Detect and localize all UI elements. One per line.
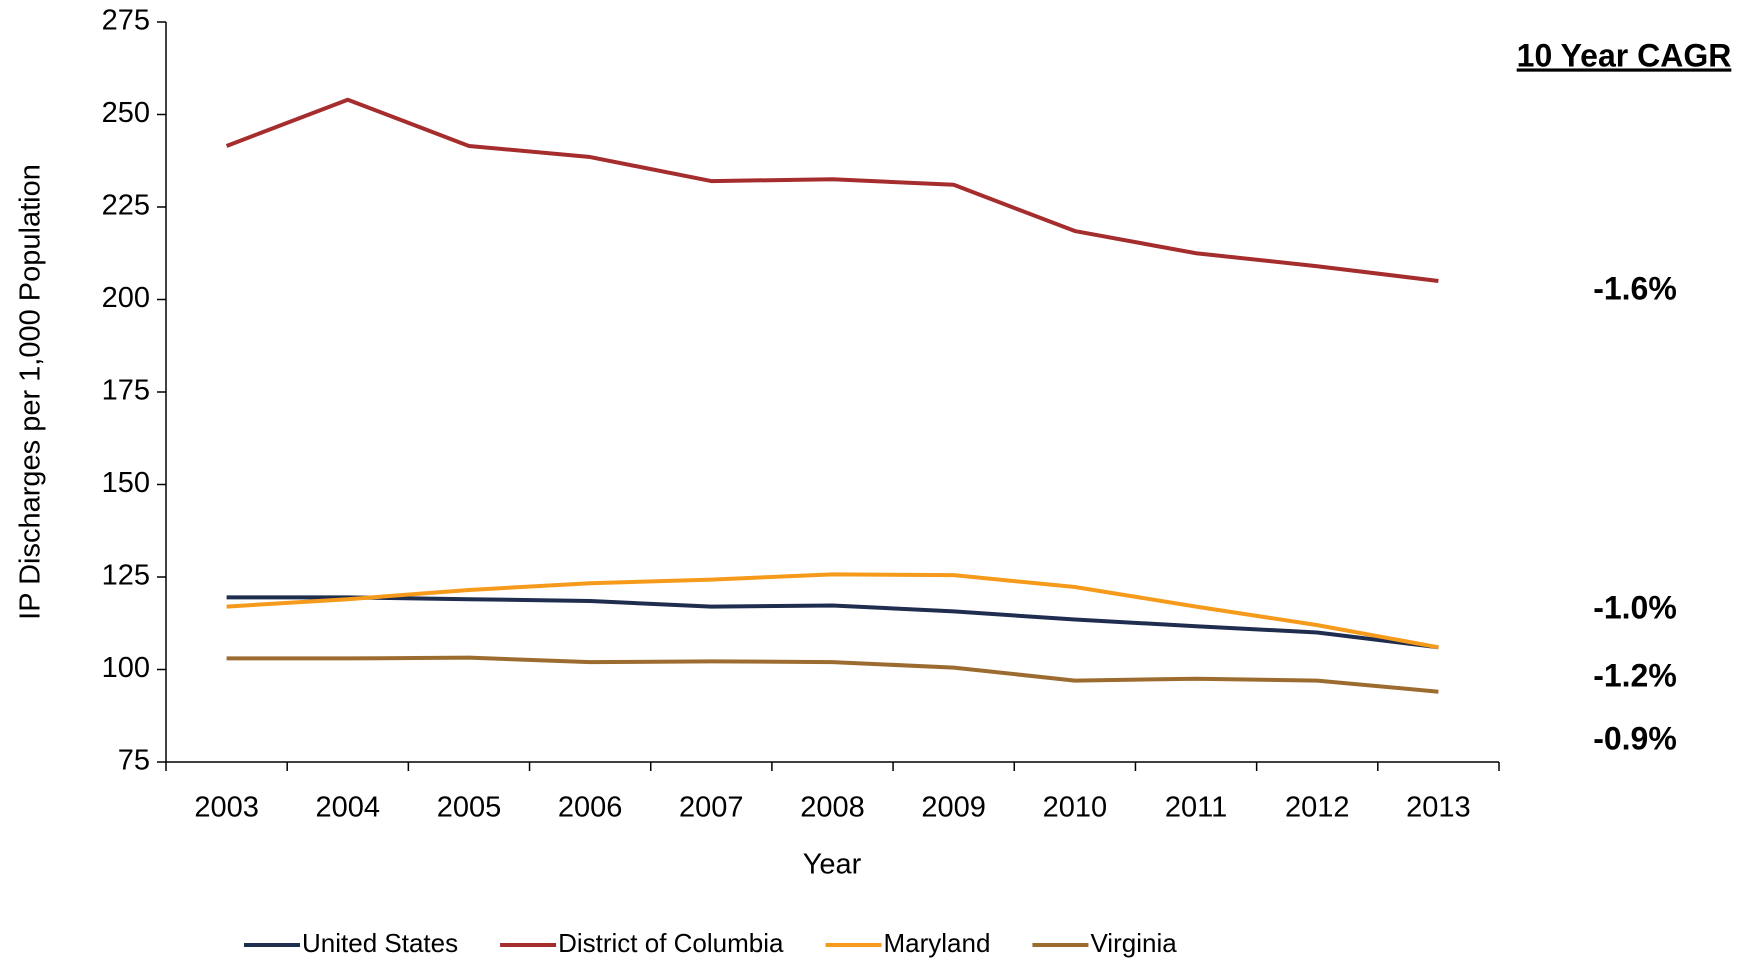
x-tick-label: 2007 <box>679 792 744 824</box>
y-tick-label: 125 <box>102 560 150 592</box>
cagr-label: -1.0% <box>1593 589 1677 625</box>
x-tick-label: 2008 <box>800 792 865 824</box>
y-tick-label: 175 <box>102 375 150 407</box>
cagr-label: -1.2% <box>1593 657 1677 693</box>
x-tick-label: 2005 <box>437 792 502 824</box>
x-tick-label: 2011 <box>1165 792 1227 824</box>
x-tick-label: 2013 <box>1406 792 1471 824</box>
series-line <box>226 595 1439 650</box>
x-tick-label: 2006 <box>558 792 623 824</box>
y-tick-label: 200 <box>102 282 150 314</box>
x-tick-label: 2004 <box>316 792 381 824</box>
series-line <box>226 572 1439 650</box>
cagr-label: -1.6% <box>1593 270 1677 306</box>
annotation-title: 10 Year CAGR <box>1517 37 1732 73</box>
legend-label: United States <box>302 928 458 958</box>
cagr-label: -0.9% <box>1593 720 1677 756</box>
legend-label: District of Columbia <box>558 928 784 958</box>
x-tick-label: 2009 <box>921 792 986 824</box>
y-axis-label: IP Discharges per 1,000 Population <box>15 164 47 620</box>
y-tick-label: 225 <box>102 190 150 222</box>
series-line <box>225 97 1439 283</box>
y-tick-label: 275 <box>102 5 150 37</box>
x-tick-label: 2010 <box>1043 792 1108 824</box>
y-tick-label: 75 <box>118 745 150 777</box>
x-tick-label: 2003 <box>194 792 259 824</box>
series-line <box>226 655 1439 694</box>
legend-label: Virginia <box>1090 928 1177 958</box>
x-axis-label: Year <box>803 849 862 881</box>
y-tick-label: 150 <box>102 467 150 499</box>
legend-label: Maryland <box>884 928 991 958</box>
y-tick-label: 250 <box>102 97 150 129</box>
y-tick-label: 100 <box>102 652 150 684</box>
x-tick-label: 2012 <box>1285 792 1350 824</box>
